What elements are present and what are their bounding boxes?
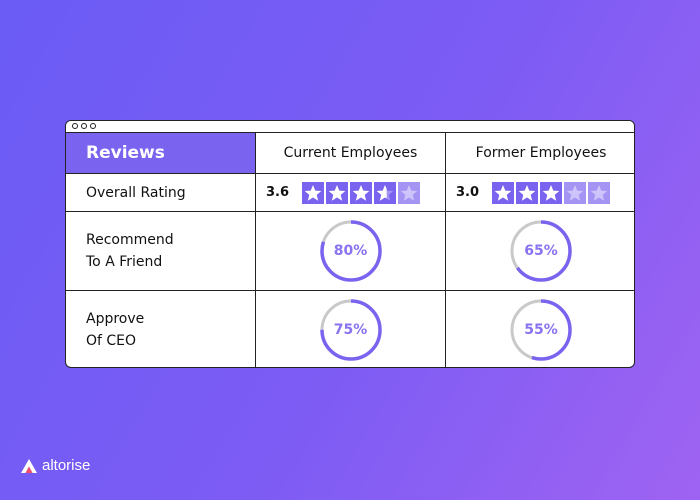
window-dot-icon (72, 123, 78, 129)
recommend-cell-former: 65% (445, 211, 634, 290)
row-label-line: To A Friend (86, 254, 163, 270)
percent-label: 55% (524, 322, 558, 338)
star-icon (564, 181, 586, 204)
star-icon (398, 181, 420, 204)
star-icon (326, 181, 348, 204)
row-label-line: Recommend (86, 232, 174, 248)
percent-donut: 55% (509, 298, 573, 362)
star-icon (350, 181, 372, 204)
percent-donut: 75% (319, 298, 383, 362)
percent-donut: 65% (509, 219, 573, 283)
star-icon (302, 181, 324, 204)
percent-donut: 80% (319, 219, 383, 283)
star-icon (540, 181, 562, 204)
rating-cell-current: 3.6 (255, 173, 445, 211)
row-label-line: Approve (86, 311, 145, 327)
percent-label: 75% (333, 322, 368, 338)
recommend-cell-current: 80% (255, 211, 445, 290)
progress-ring (510, 299, 572, 361)
rating-value: 3.0 (456, 185, 480, 200)
star-rating-current (302, 181, 420, 204)
column-header-former: Former Employees (445, 133, 634, 173)
rating-cell-former: 3.0 (445, 173, 634, 211)
row-label-overall-rating: Overall Rating (66, 173, 255, 211)
approve-cell-former: 55% (445, 290, 634, 367)
brand-logo: altorise (20, 457, 90, 474)
window-dot-icon (81, 123, 87, 129)
star-rating-former (492, 181, 610, 204)
row-label-recommend: Recommend To A Friend (66, 211, 255, 290)
reviews-header: Reviews (66, 133, 255, 173)
reviews-window: Reviews Current Employees Former Employe… (65, 120, 635, 368)
brand-name: altorise (42, 457, 91, 474)
progress-ring (510, 220, 572, 282)
approve-cell-current: 75% (255, 290, 445, 367)
altorise-logo-icon (21, 458, 37, 473)
progress-ring (319, 220, 382, 282)
window-titlebar (66, 121, 634, 133)
percent-label: 65% (524, 243, 558, 259)
column-header-current: Current Employees (255, 133, 445, 173)
star-icon (374, 181, 396, 204)
rating-value: 3.6 (266, 185, 290, 200)
row-label-line: Of CEO (86, 333, 137, 349)
star-icon (492, 181, 514, 204)
star-icon (588, 181, 610, 204)
progress-ring (319, 299, 382, 361)
percent-label: 80% (333, 243, 368, 259)
row-label-approve-ceo: Approve Of CEO (66, 290, 255, 367)
star-icon (516, 181, 538, 204)
window-dot-icon (90, 123, 96, 129)
